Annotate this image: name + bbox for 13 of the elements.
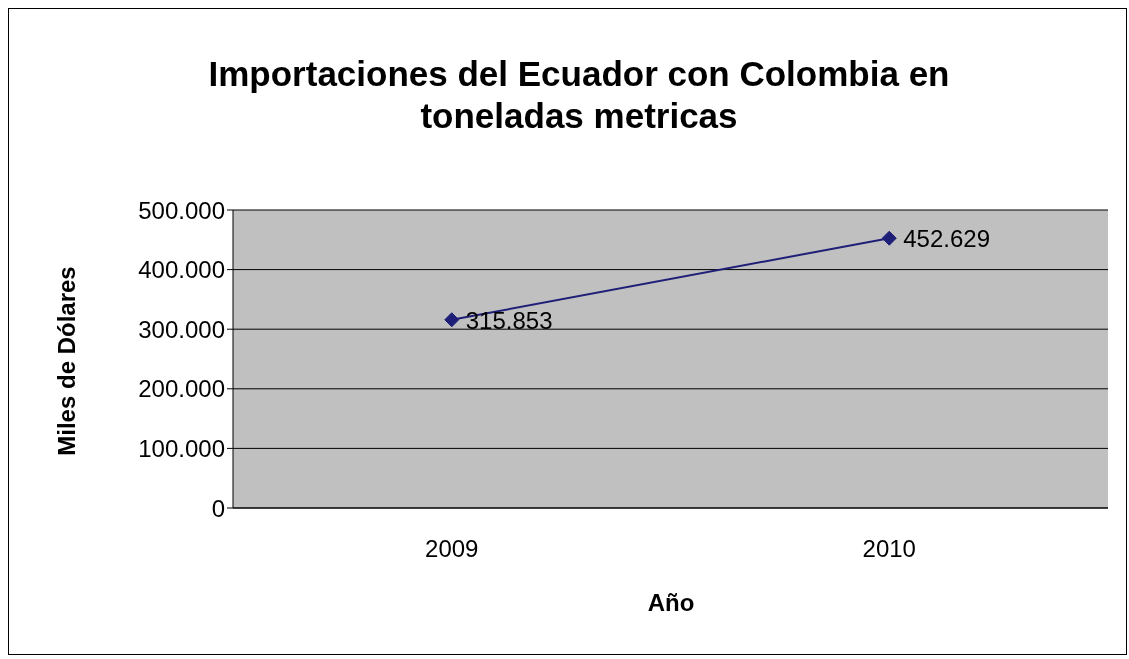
x-tick-label: 2009 <box>425 535 479 563</box>
chart-title: Importaciones del Ecuador con Colombia en toneladas metricas <box>207 53 951 137</box>
x-tick-label: 2010 <box>862 535 916 563</box>
data-label: 452.629 <box>903 225 991 253</box>
y-tick-label: 400.000 <box>138 256 225 284</box>
y-tick-label: 300.000 <box>138 315 225 343</box>
y-tick-label: 200.000 <box>138 375 225 403</box>
y-tick-label: 100.000 <box>138 434 225 462</box>
y-tick-label: 500.000 <box>138 196 225 224</box>
y-axis-title: Miles de Dólares <box>53 266 81 456</box>
x-axis-title: Año <box>647 589 695 617</box>
y-tick-label: 0 <box>211 494 225 522</box>
data-label: 315.853 <box>465 306 553 334</box>
